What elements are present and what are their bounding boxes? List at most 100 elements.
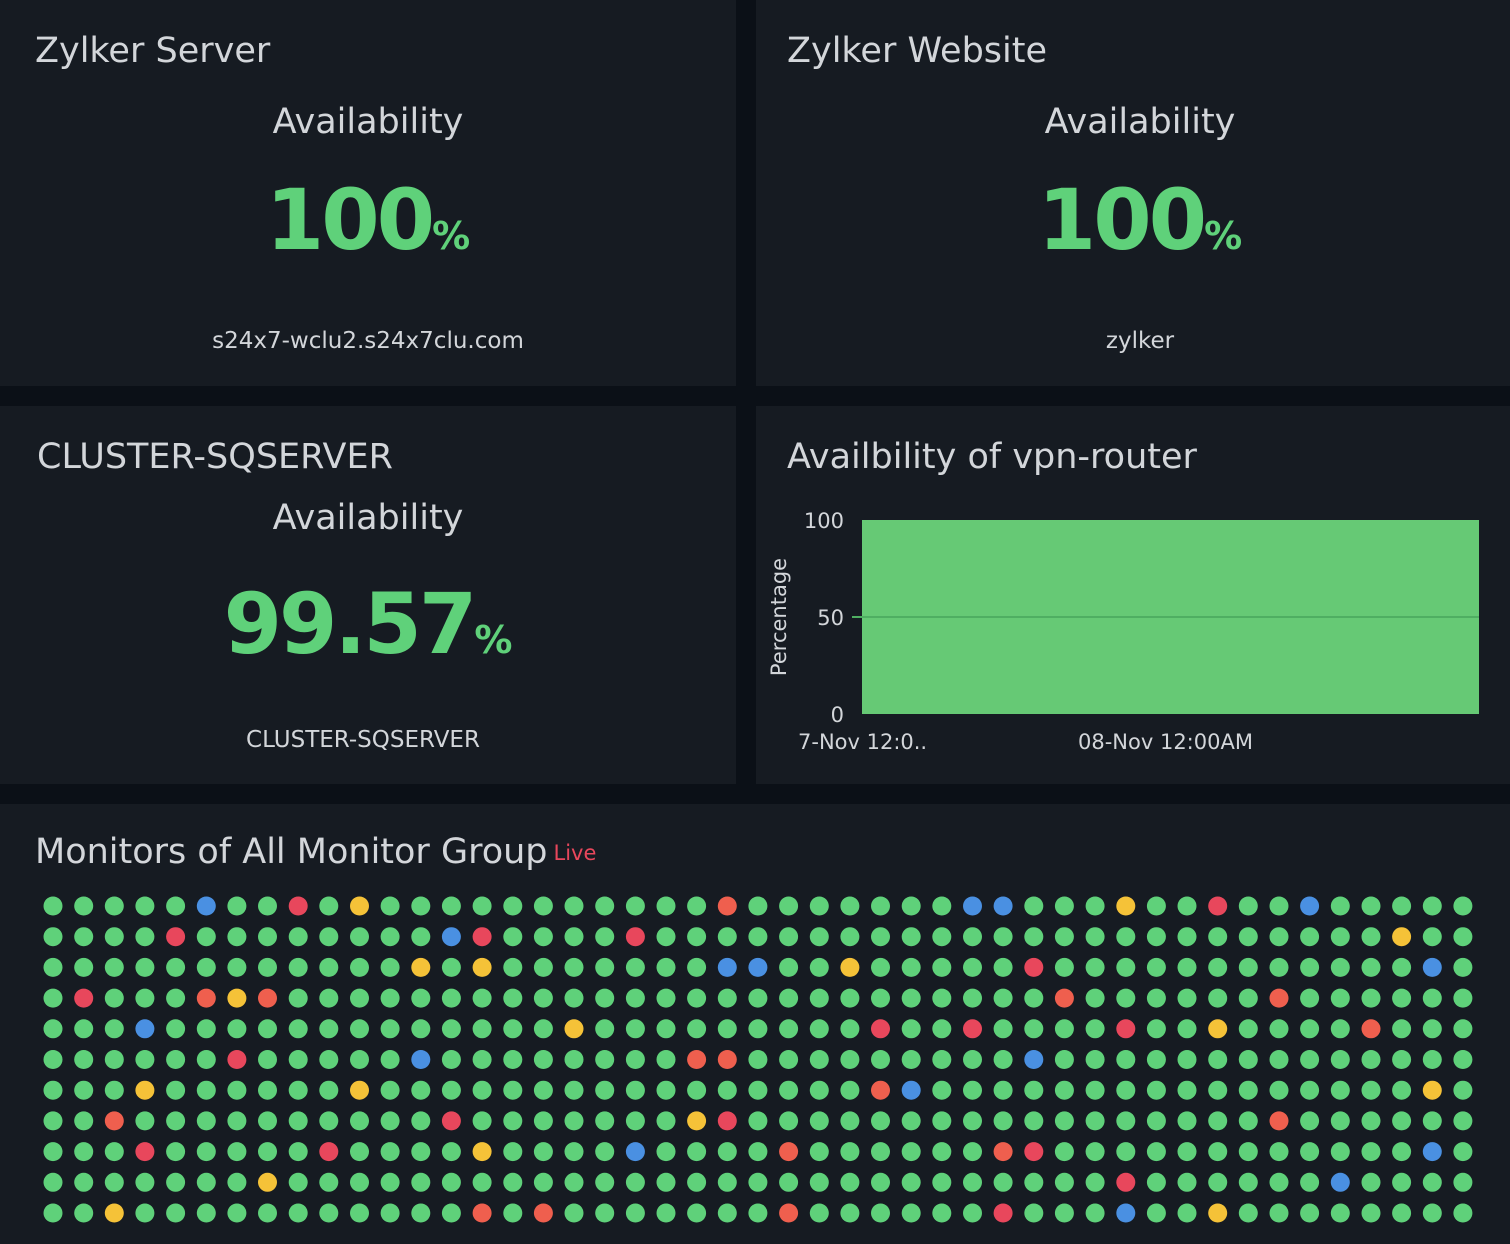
monitor-status-dot-up[interactable] — [901, 1050, 921, 1069]
monitor-status-dot-up[interactable] — [871, 1142, 890, 1162]
monitor-status-dot-maintenance[interactable] — [717, 957, 737, 977]
monitor-status-dot-up[interactable] — [1116, 1111, 1136, 1131]
monitor-status-dot-up[interactable] — [104, 988, 124, 1008]
monitor-status-dot-up[interactable] — [1422, 1172, 1442, 1192]
monitor-status-dot-up[interactable] — [166, 988, 186, 1008]
monitor-status-dot-up[interactable] — [687, 988, 707, 1008]
monitor-status-dot-up[interactable] — [1300, 1080, 1320, 1100]
monitor-status-dot-up[interactable] — [748, 1080, 768, 1100]
monitor-status-dot-up[interactable] — [779, 927, 799, 947]
monitor-status-dot-up[interactable] — [503, 927, 523, 947]
monitor-status-dot-up[interactable] — [441, 957, 461, 977]
monitor-status-dot-up[interactable] — [1024, 1080, 1044, 1100]
monitor-status-dot-up[interactable] — [74, 1172, 94, 1192]
monitor-status-dot-up[interactable] — [43, 1080, 63, 1100]
monitor-status-dot-up[interactable] — [1330, 1203, 1350, 1223]
monitor-status-dot-up[interactable] — [258, 1080, 277, 1100]
monitor-status-dot-up[interactable] — [74, 1142, 94, 1162]
monitor-status-dot-up[interactable] — [503, 896, 523, 916]
monitor-status-dot-up[interactable] — [932, 927, 952, 947]
monitor-status-dot-up[interactable] — [932, 1019, 952, 1039]
monitor-status-dot-up[interactable] — [135, 957, 155, 977]
monitor-status-dot-up[interactable] — [258, 1203, 277, 1223]
monitor-status-dot-up[interactable] — [1146, 957, 1166, 977]
monitor-status-dot-up[interactable] — [1361, 988, 1381, 1008]
monitor-status-dot-up[interactable] — [1146, 1142, 1166, 1162]
monitor-status-dot-up[interactable] — [74, 1050, 94, 1069]
monitor-status-dot-up[interactable] — [380, 1203, 400, 1223]
monitor-status-dot-maintenance[interactable] — [1024, 1050, 1044, 1069]
monitor-status-dot-up[interactable] — [687, 896, 707, 916]
monitor-status-dot-down[interactable] — [1116, 1019, 1136, 1039]
monitor-status-dot-up[interactable] — [319, 1019, 339, 1039]
monitor-status-dot-up[interactable] — [1208, 1172, 1228, 1192]
monitor-status-dot-trouble[interactable] — [1422, 1080, 1442, 1100]
monitor-status-dot-up[interactable] — [656, 1111, 676, 1131]
monitor-status-dot-up[interactable] — [1085, 957, 1105, 977]
monitor-status-dot-trouble[interactable] — [411, 957, 431, 977]
monitor-status-dot-up[interactable] — [503, 957, 523, 977]
chart-area-series[interactable] — [852, 520, 1479, 714]
monitor-status-dot-up[interactable] — [809, 1142, 829, 1162]
monitor-status-dot-up[interactable] — [1453, 988, 1473, 1008]
monitor-status-dot-up[interactable] — [963, 1111, 982, 1131]
monitor-status-dot-down[interactable] — [625, 927, 645, 947]
monitor-status-dot-up[interactable] — [1024, 1203, 1044, 1223]
monitor-status-dot-maintenance[interactable] — [441, 927, 461, 947]
monitor-status-dot-up[interactable] — [135, 1172, 155, 1192]
monitor-status-dot-down[interactable] — [993, 1203, 1013, 1223]
monitor-status-dot-up[interactable] — [1177, 1080, 1197, 1100]
monitor-status-dot-down[interactable] — [717, 1111, 737, 1131]
monitor-status-dot-up[interactable] — [963, 927, 982, 947]
monitor-status-dot-maintenance[interactable] — [1422, 1142, 1442, 1162]
monitor-status-dot-up[interactable] — [350, 1050, 369, 1069]
monitor-status-dot-up[interactable] — [656, 927, 676, 947]
monitor-status-dot-up[interactable] — [932, 896, 952, 916]
monitor-status-dot-down[interactable] — [1024, 1142, 1044, 1162]
monitor-status-dot-up[interactable] — [564, 927, 584, 947]
monitor-status-dot-down[interactable] — [441, 1111, 461, 1131]
monitor-status-dot-up[interactable] — [1146, 1050, 1166, 1069]
monitor-status-dot-up[interactable] — [901, 1203, 921, 1223]
monitor-status-dot-up[interactable] — [687, 1203, 707, 1223]
monitor-status-dot-up[interactable] — [717, 1142, 737, 1162]
monitor-status-dot-up[interactable] — [687, 957, 707, 977]
monitor-status-dot-up[interactable] — [1453, 1172, 1473, 1192]
monitor-status-dot-up[interactable] — [1177, 957, 1197, 977]
monitor-status-dot-maintenance[interactable] — [1116, 1203, 1136, 1223]
monitor-status-dot-up[interactable] — [166, 1172, 186, 1192]
monitor-status-dot-up[interactable] — [1330, 957, 1350, 977]
monitor-status-dot-up[interactable] — [963, 957, 982, 977]
monitor-status-dot-up[interactable] — [350, 1111, 369, 1131]
monitor-status-dot-up[interactable] — [993, 927, 1013, 947]
monitor-status-dot-up[interactable] — [288, 988, 308, 1008]
monitor-status-dot-up[interactable] — [748, 1050, 768, 1069]
monitor-status-dot-up[interactable] — [74, 957, 94, 977]
monitor-status-dot-up[interactable] — [840, 1111, 860, 1131]
monitor-status-dot-up[interactable] — [1361, 1111, 1381, 1131]
monitor-status-dot-critical[interactable] — [258, 988, 277, 1008]
monitor-status-dot-up[interactable] — [1116, 927, 1136, 947]
monitor-status-dot-up[interactable] — [1392, 896, 1412, 916]
monitor-status-dot-up[interactable] — [288, 957, 308, 977]
monitor-status-dot-maintenance[interactable] — [901, 1080, 921, 1100]
monitor-status-dot-up[interactable] — [1269, 1203, 1289, 1223]
monitor-status-dot-up[interactable] — [1392, 957, 1412, 977]
monitor-status-dot-trouble[interactable] — [472, 1142, 492, 1162]
monitor-status-dot-up[interactable] — [258, 1142, 277, 1162]
monitor-status-dot-up[interactable] — [1361, 927, 1381, 947]
monitor-status-dot-up[interactable] — [656, 1080, 676, 1100]
monitor-status-dot-up[interactable] — [503, 1080, 523, 1100]
monitor-status-dot-up[interactable] — [411, 1019, 431, 1039]
monitor-status-dot-up[interactable] — [717, 1172, 737, 1192]
monitor-status-dot-up[interactable] — [932, 1203, 952, 1223]
monitor-status-dot-up[interactable] — [1116, 957, 1136, 977]
monitor-status-dot-up[interactable] — [1024, 927, 1044, 947]
monitor-status-dot-critical[interactable] — [1269, 988, 1289, 1008]
monitor-status-dot-up[interactable] — [288, 1203, 308, 1223]
monitor-status-dot-up[interactable] — [1085, 1172, 1105, 1192]
monitor-status-dot-up[interactable] — [503, 988, 523, 1008]
monitor-status-dot-up[interactable] — [1392, 1050, 1412, 1069]
monitor-status-dot-up[interactable] — [1024, 1111, 1044, 1131]
monitor-status-dot-up[interactable] — [687, 1172, 707, 1192]
